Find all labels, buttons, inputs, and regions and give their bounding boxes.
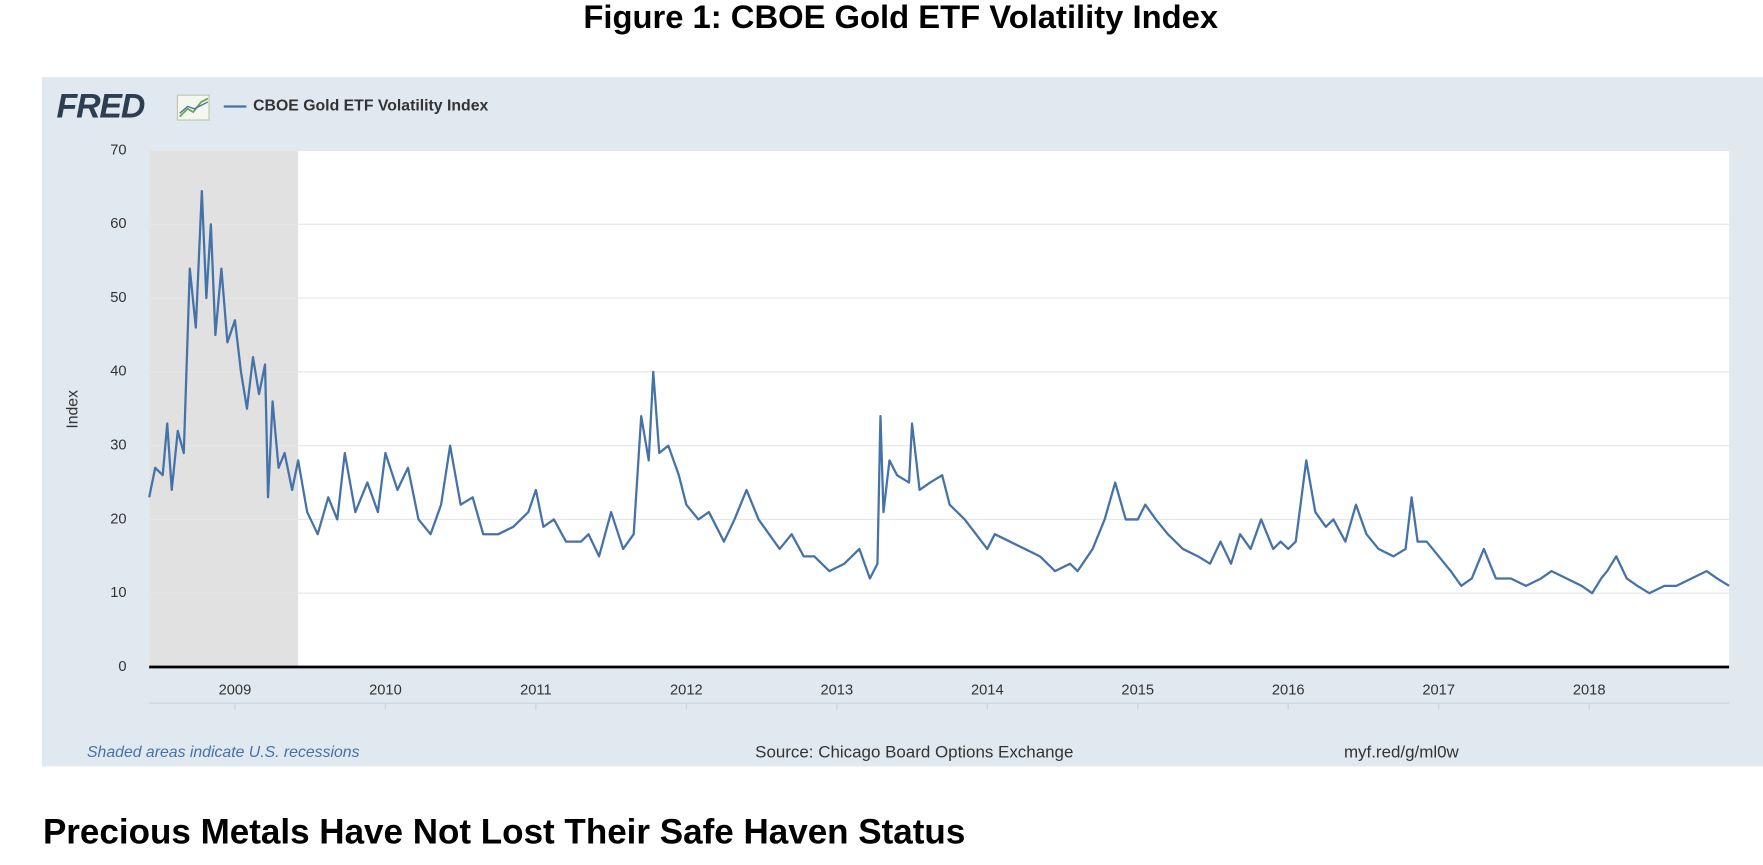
- y-tick-label: 60: [110, 216, 126, 232]
- x-tick-label: 2014: [971, 683, 1004, 699]
- x-tick-label: 2009: [219, 683, 252, 699]
- x-tick-label: 2017: [1422, 683, 1455, 699]
- recession-shade: [149, 150, 299, 668]
- logo: FRED: [57, 88, 145, 126]
- x-tick-label: 2016: [1272, 683, 1305, 699]
- y-tick-label: 70: [110, 142, 126, 158]
- y-axis-label: Index: [65, 390, 82, 429]
- x-tick-label: 2015: [1121, 683, 1154, 699]
- x-tick-label: 2011: [520, 683, 552, 699]
- legend-label: CBOE Gold ETF Volatility Index: [253, 98, 488, 115]
- plot-area: [149, 150, 1730, 668]
- recession-note: Shaded areas indicate U.S. recessions: [87, 744, 360, 761]
- y-tick-label: 40: [110, 364, 126, 380]
- section-heading: Precious Metals Have Not Lost Their Safe…: [43, 813, 965, 852]
- x-tick-label: 2010: [369, 683, 402, 699]
- logo-icon: [176, 94, 210, 121]
- y-tick-label: 20: [110, 511, 126, 527]
- x-tick-label: 2018: [1573, 683, 1606, 699]
- data-line: [148, 189, 1730, 595]
- y-tick-label: 10: [110, 585, 126, 601]
- source-note: Source: Chicago Board Options Exchange: [755, 742, 1073, 761]
- link: myf.red/g/ml0w: [1344, 742, 1460, 761]
- x-tick-label: 2012: [670, 683, 703, 699]
- y-tick-label: 0: [118, 659, 126, 675]
- y-tick-label: 50: [110, 290, 126, 306]
- figure-title: Figure 1: CBOE Gold ETF Volatility Index: [583, 0, 1218, 35]
- y-tick-label: 30: [110, 438, 126, 454]
- x-tick-label: 2013: [820, 683, 853, 699]
